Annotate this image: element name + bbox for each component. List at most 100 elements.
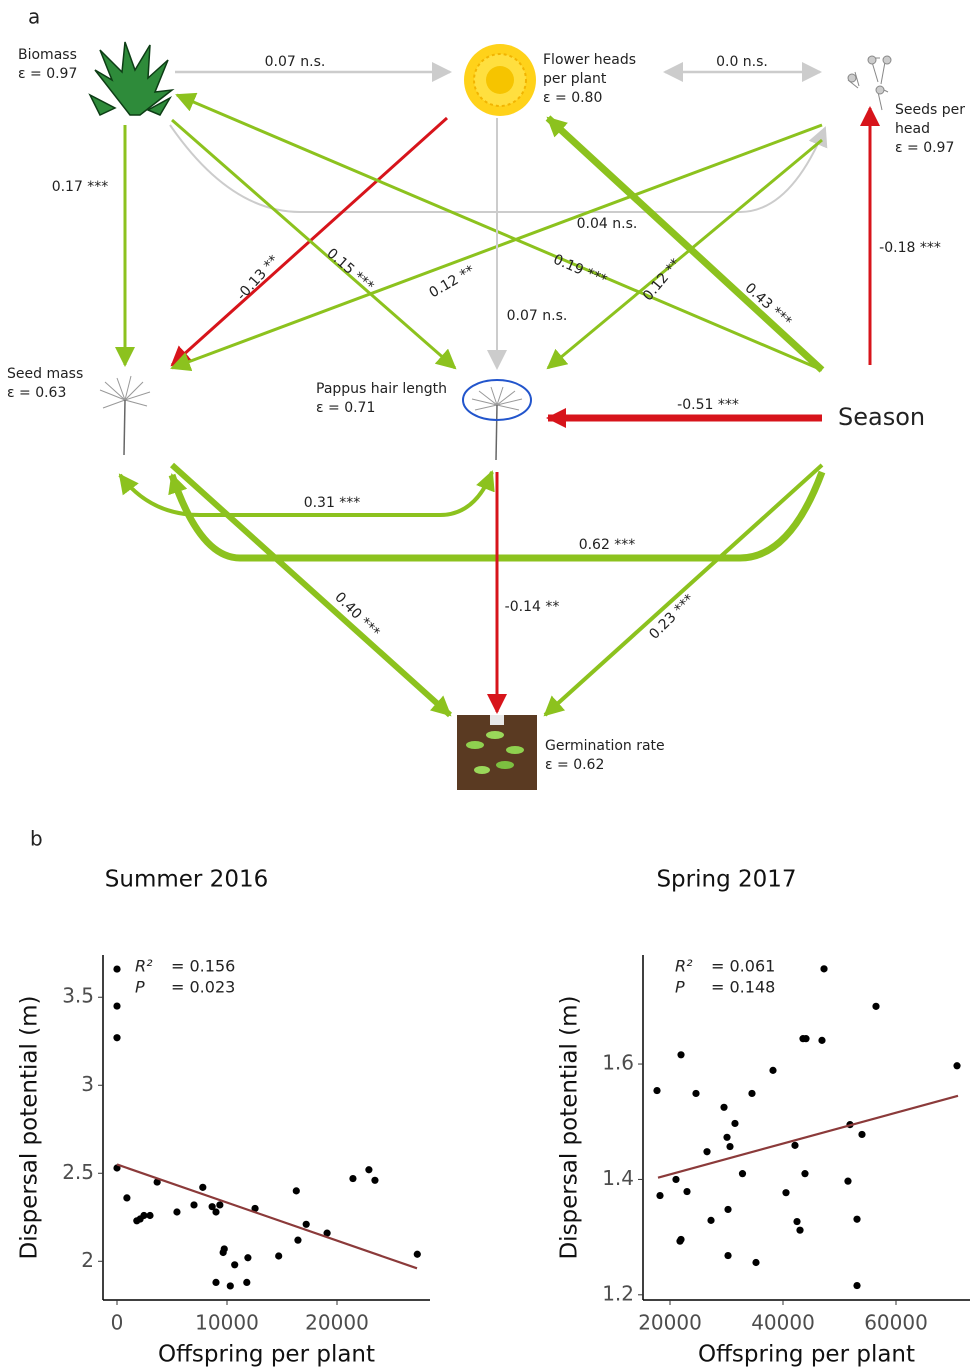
point — [723, 1133, 731, 1141]
edge-arrow — [545, 115, 825, 373]
point — [683, 1187, 691, 1196]
point — [349, 1174, 357, 1183]
y-axis-title: Dispersal potential (m) — [17, 995, 43, 1259]
point — [858, 1130, 866, 1139]
point — [302, 1220, 310, 1228]
point — [190, 1201, 198, 1209]
x-axis-title: Offspring per plant — [158, 1342, 375, 1368]
point — [212, 1278, 220, 1286]
point — [796, 1226, 804, 1234]
point — [231, 1261, 239, 1269]
point — [656, 1191, 664, 1200]
edge-label: 0.04 n.s. — [577, 216, 638, 232]
node-error: ε = 0.63 — [7, 385, 66, 401]
point — [199, 1183, 207, 1191]
chart-title: Spring 2017 — [656, 867, 796, 893]
annotation-value: = 0.023 — [171, 978, 235, 997]
point — [113, 965, 121, 973]
point — [703, 1148, 711, 1156]
flower-icon — [464, 44, 536, 116]
node-error: ε = 0.97 — [895, 140, 954, 156]
annotation-label: P — [135, 978, 145, 997]
point — [724, 1205, 732, 1214]
y-tick-label: 1.4 — [602, 1166, 634, 1190]
edge-label: -0.18 *** — [879, 240, 941, 256]
point — [769, 1066, 777, 1074]
node-label: Seeds per — [895, 102, 965, 118]
point — [726, 1142, 734, 1151]
point — [953, 1062, 961, 1070]
point — [220, 1245, 228, 1253]
edge-arrow — [118, 470, 495, 517]
node-label: Seed mass — [7, 366, 83, 382]
point — [802, 1035, 810, 1043]
node-label: head — [895, 121, 930, 137]
point — [692, 1089, 700, 1098]
x-tick-label: 40000 — [751, 1311, 815, 1335]
y-axis-title: Dispersal potential (m) — [557, 995, 583, 1259]
node-label: per plant — [543, 71, 607, 87]
point — [853, 1215, 861, 1223]
seeds-icon — [847, 55, 892, 111]
edge-arrow — [169, 124, 828, 213]
point — [294, 1236, 302, 1244]
edge-arrow — [168, 470, 826, 562]
point — [216, 1201, 224, 1209]
point — [720, 1103, 728, 1111]
edge-label: 0.15 *** — [323, 245, 376, 294]
point — [371, 1176, 379, 1184]
x-tick-label: 20000 — [638, 1311, 702, 1335]
annotation-label: R² — [135, 957, 153, 976]
point — [853, 1281, 861, 1290]
edge-label: 0.07 n.s. — [507, 308, 568, 324]
point — [275, 1252, 283, 1260]
point — [752, 1258, 760, 1267]
chart-title: Summer 2016 — [105, 867, 268, 893]
edge-label: 0.12 ** — [640, 256, 684, 304]
point — [244, 1254, 252, 1262]
annotation-value: = 0.061 — [711, 957, 775, 976]
point — [872, 1002, 880, 1010]
point — [140, 1211, 148, 1220]
y-tick-label: 2 — [81, 1248, 94, 1272]
edge-arrow — [171, 118, 457, 370]
y-tick-label: 3 — [81, 1072, 94, 1096]
edge-label: -0.51 *** — [677, 397, 739, 413]
node-error: ε = 0.71 — [316, 400, 375, 416]
edge-arrow — [546, 138, 823, 370]
point — [243, 1278, 251, 1286]
point — [793, 1217, 801, 1226]
trend-line — [657, 1094, 959, 1179]
point — [844, 1177, 852, 1185]
point — [707, 1216, 715, 1224]
point — [251, 1204, 259, 1213]
node-error: ε = 0.97 — [18, 66, 77, 82]
annotation-label: P — [675, 978, 685, 997]
point — [323, 1229, 331, 1237]
annotation-value: = 0.148 — [711, 978, 775, 997]
point — [731, 1119, 739, 1128]
point — [653, 1086, 661, 1095]
point — [676, 1237, 684, 1245]
point — [738, 1170, 747, 1178]
node-label: Pappus hair length — [316, 381, 447, 397]
edge-label: -0.13 ** — [234, 252, 282, 303]
point — [226, 1282, 234, 1290]
node-label: Season — [838, 403, 925, 431]
edge-label: -0.14 ** — [505, 599, 560, 615]
y-tick-label: 3.5 — [62, 984, 94, 1008]
node-label: Germination rate — [545, 738, 665, 754]
point — [123, 1194, 131, 1202]
seed-mass-icon — [99, 375, 151, 456]
y-tick-label: 1.2 — [602, 1281, 634, 1305]
point — [173, 1208, 181, 1216]
point — [724, 1251, 732, 1260]
edge-arrow — [169, 462, 453, 718]
point — [801, 1170, 809, 1178]
point — [113, 1034, 121, 1042]
x-tick-label: 10000 — [195, 1311, 259, 1335]
panel-label: a — [28, 5, 40, 29]
point — [212, 1208, 220, 1216]
point — [146, 1211, 154, 1220]
